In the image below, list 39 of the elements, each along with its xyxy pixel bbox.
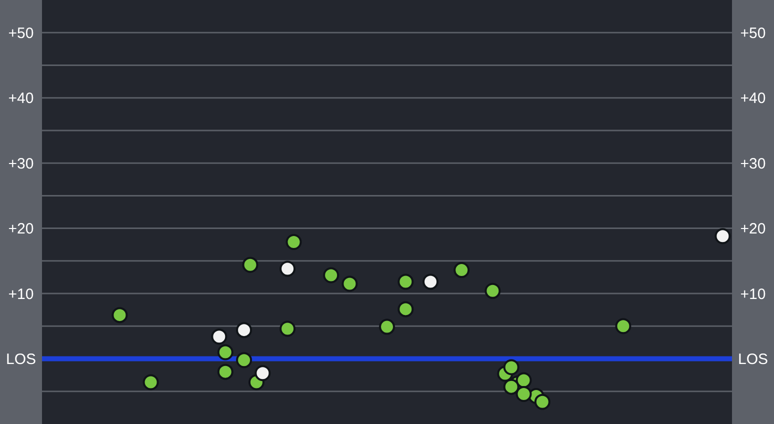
point [217, 344, 234, 360]
point [534, 394, 550, 410]
point [398, 274, 414, 290]
point [454, 262, 470, 278]
point [142, 374, 159, 390]
point [211, 328, 228, 345]
point [280, 260, 296, 277]
y-tick-label: +10 [8, 286, 34, 303]
point [422, 274, 439, 290]
point [236, 352, 252, 368]
point [323, 267, 340, 284]
point [342, 276, 358, 292]
point [112, 307, 128, 324]
point [286, 234, 302, 250]
point [398, 301, 414, 318]
point [254, 365, 271, 382]
y2-tick-label: +20 [740, 220, 766, 238]
y-tick-label: +20 [8, 220, 34, 238]
point [516, 386, 532, 402]
point [379, 318, 395, 335]
y2-tick-label: +10 [740, 286, 766, 303]
y-tick-label: +50 [8, 24, 34, 42]
y2-tick-label: LOS [738, 351, 768, 368]
point [236, 322, 252, 338]
point [503, 378, 520, 395]
point [280, 320, 296, 337]
point [503, 359, 520, 376]
point [714, 228, 731, 244]
point [217, 364, 234, 380]
point [484, 282, 501, 299]
y2-tick-label: +30 [740, 155, 766, 172]
y-tick-label: +30 [8, 155, 34, 172]
y-tick-label: LOS [6, 351, 36, 368]
y2-tick-label: +50 [740, 24, 766, 42]
y-tick-label: +40 [8, 90, 34, 108]
point [615, 318, 632, 334]
point [242, 256, 258, 273]
y2-tick-label: +40 [740, 90, 766, 108]
point [516, 372, 532, 388]
